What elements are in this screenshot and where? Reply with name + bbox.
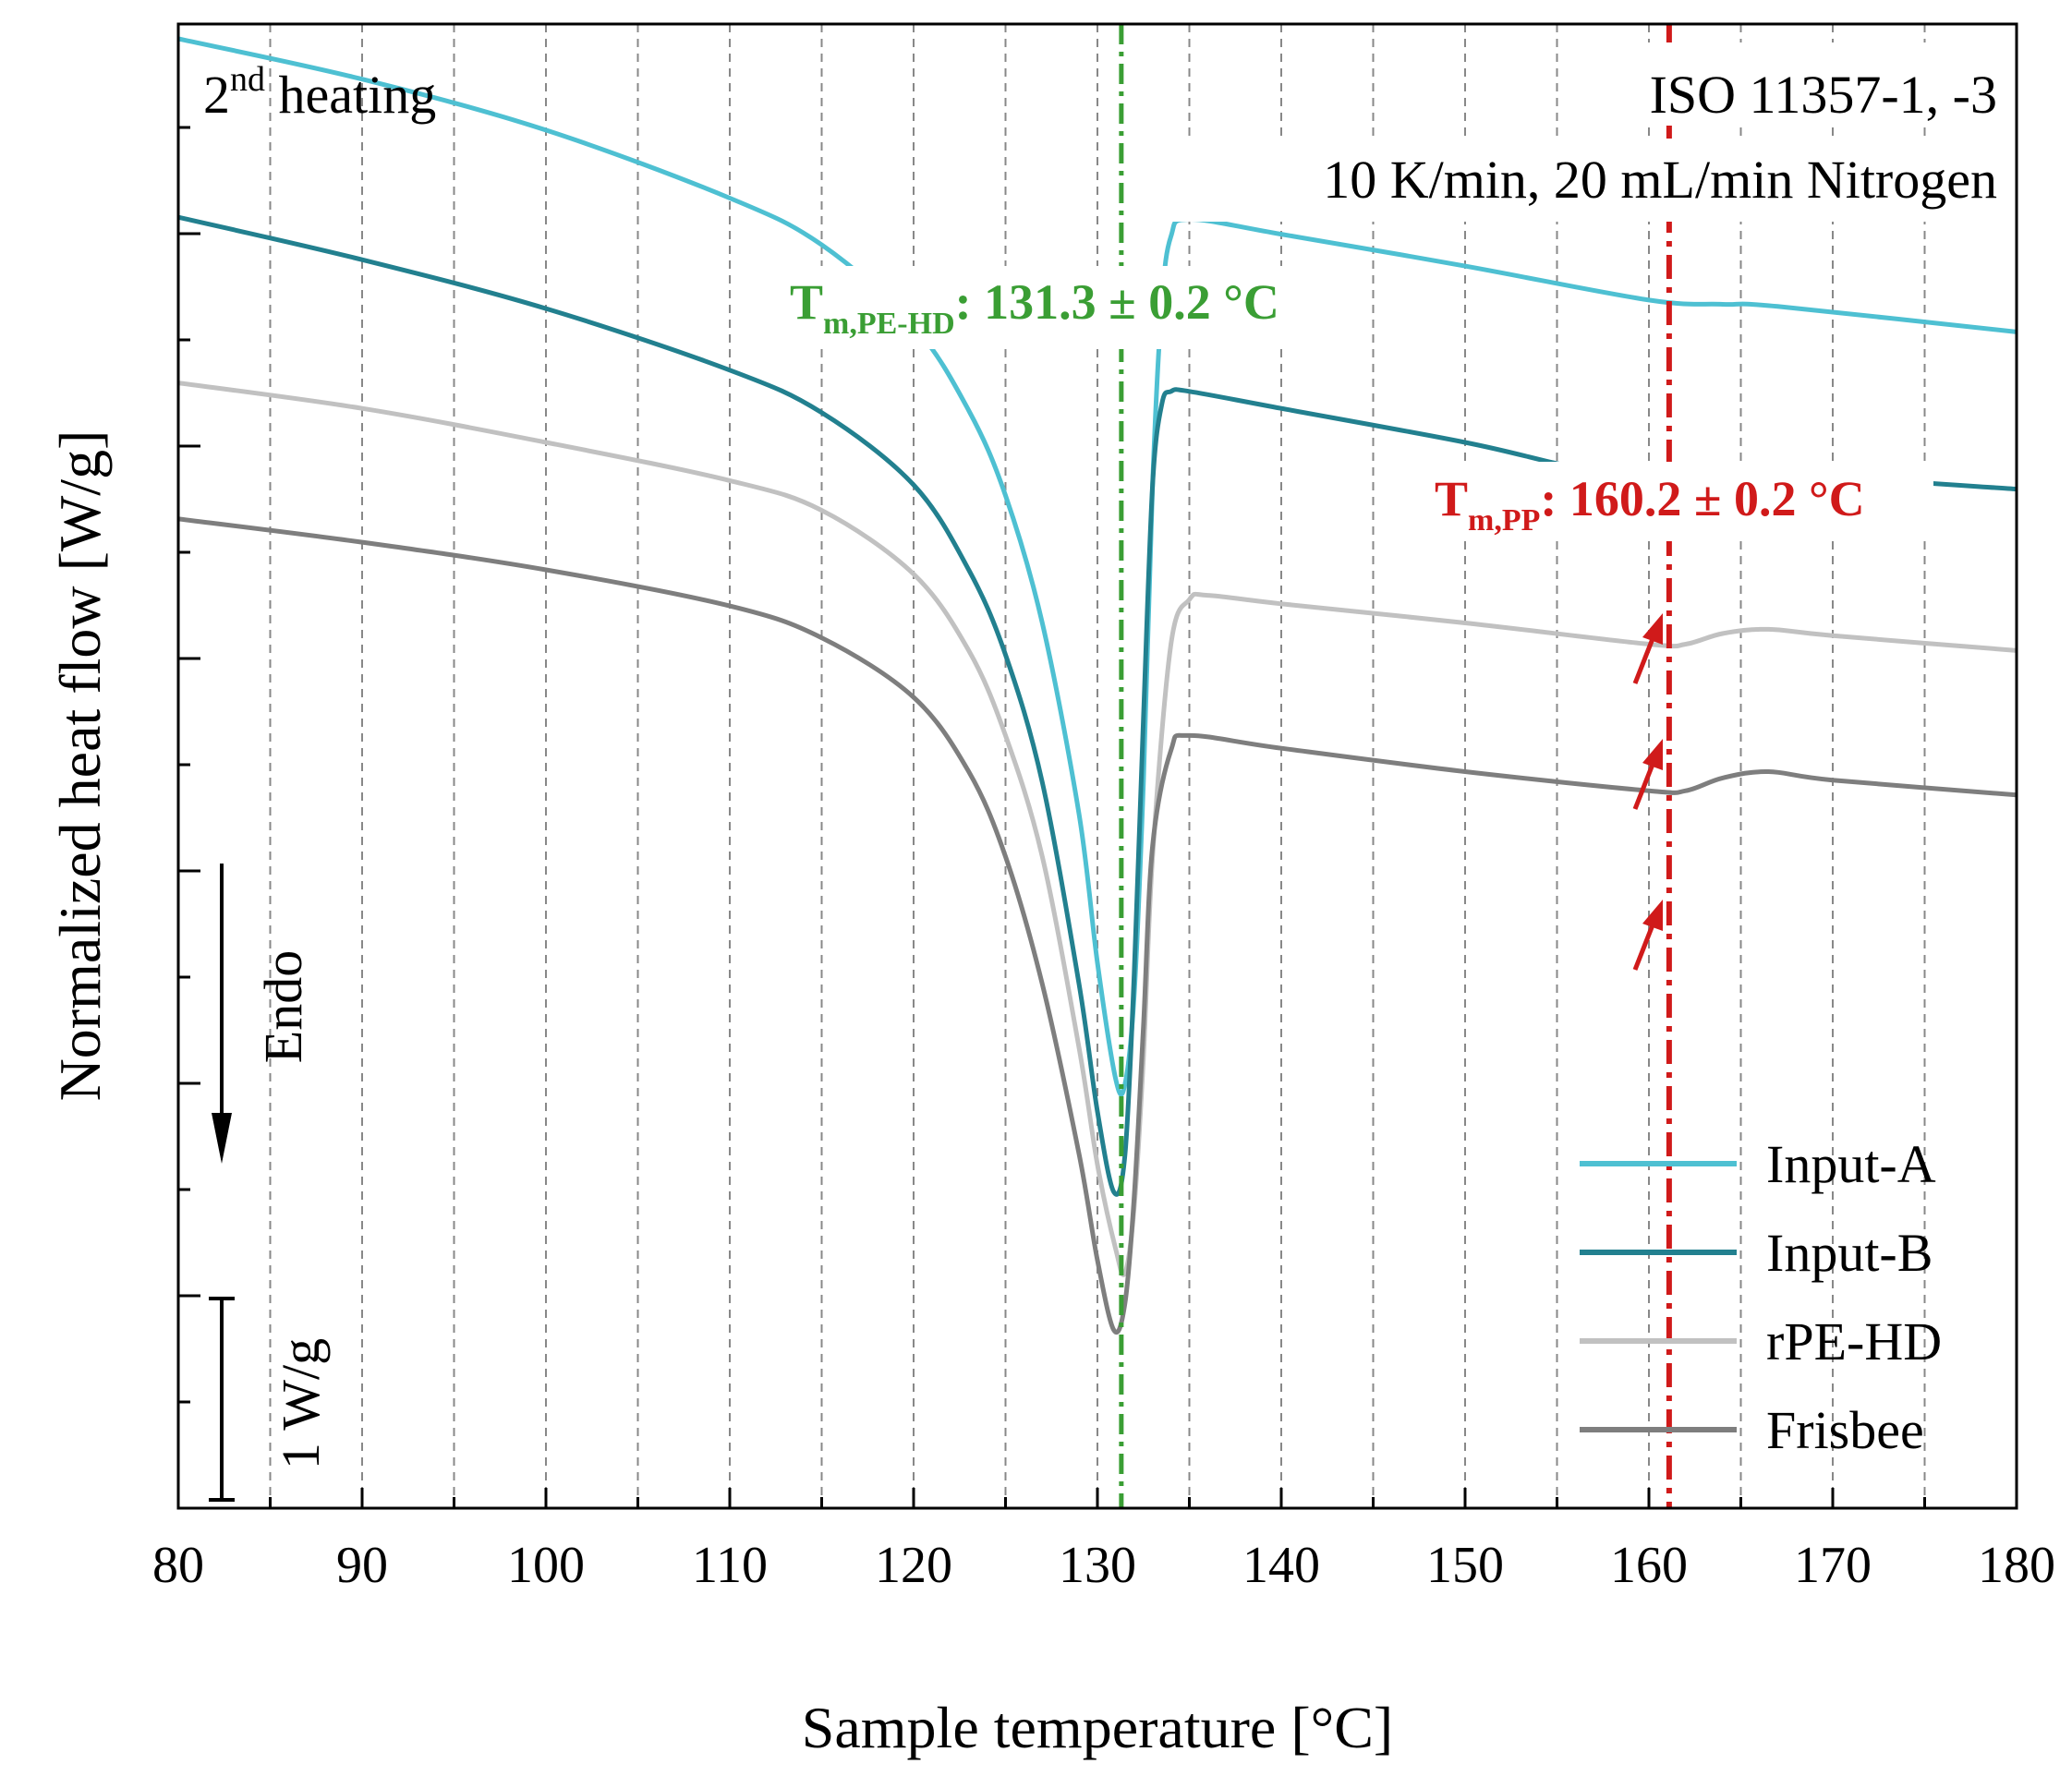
x-tick-label-150: 150 (1426, 1537, 1504, 1594)
x-axis-title: Sample temperature [°C] (802, 1695, 1393, 1760)
tm-pehd-label: Tm,PE-HD: 131.3 ± 0.2 °C (790, 274, 1279, 341)
legend-label-Input-A: Input-A (1766, 1134, 1936, 1194)
standard-label-box (1561, 42, 2005, 126)
heating-label: 2nd heating (203, 60, 436, 125)
endo-arrow-head (212, 1113, 232, 1164)
x-tick-label-90: 90 (336, 1537, 388, 1594)
tm-pp-label: Tm,PP: 160.2 ± 0.2 °C (1435, 471, 1865, 538)
axis-ticks (176, 126, 2018, 1510)
tm-pehd-label-box (785, 266, 1367, 349)
legend: Input-A Input-B rPE-HD Frisbee (1580, 1134, 1942, 1460)
y-axis-title: Normalized heat flow [W/g] (47, 430, 113, 1102)
pp-arrow-1-head (1642, 613, 1663, 645)
endo-label: Endo (253, 950, 313, 1063)
pp-arrow-2-head (1642, 739, 1663, 770)
x-tick-label-170: 170 (1794, 1537, 1872, 1594)
x-tick-label-100: 100 (507, 1537, 585, 1594)
x-tick-label-130: 130 (1059, 1537, 1136, 1594)
series-line-Input-A (178, 36, 2017, 1097)
grid (269, 24, 1926, 1508)
x-tick-label-160: 160 (1610, 1537, 1688, 1594)
standard-label: ISO 11357-1, -3 (1650, 65, 1997, 125)
conditions-label: 10 K/min, 20 mL/min Nitrogen (1323, 150, 1997, 210)
pp-arrows (1632, 613, 1663, 971)
x-tick-label-120: 120 (875, 1537, 952, 1594)
pp-arrow-3-head (1642, 900, 1663, 931)
conditions-label-box (1129, 139, 2005, 222)
x-tick-label-140: 140 (1242, 1537, 1320, 1594)
endo-indicator: Endo (212, 864, 313, 1164)
series-line-Frisbee (178, 516, 2017, 1335)
legend-label-Input-B: Input-B (1766, 1223, 1933, 1283)
scale-bar-label: 1 W/g (271, 1338, 331, 1469)
x-tick-label-80: 80 (152, 1537, 204, 1594)
x-tick-label-110: 110 (692, 1537, 768, 1594)
x-tick-labels: 80 90 100 110 120 130 140 150 160 170 180 (152, 1537, 2055, 1594)
tm-pp-label-box (1430, 462, 1933, 541)
x-tick-label-180: 180 (1978, 1537, 2055, 1594)
legend-label-Frisbee: Frisbee (1766, 1400, 1924, 1460)
legend-label-rPE-HD: rPE-HD (1766, 1311, 1942, 1371)
scale-bar: 1 W/g (209, 1297, 331, 1502)
